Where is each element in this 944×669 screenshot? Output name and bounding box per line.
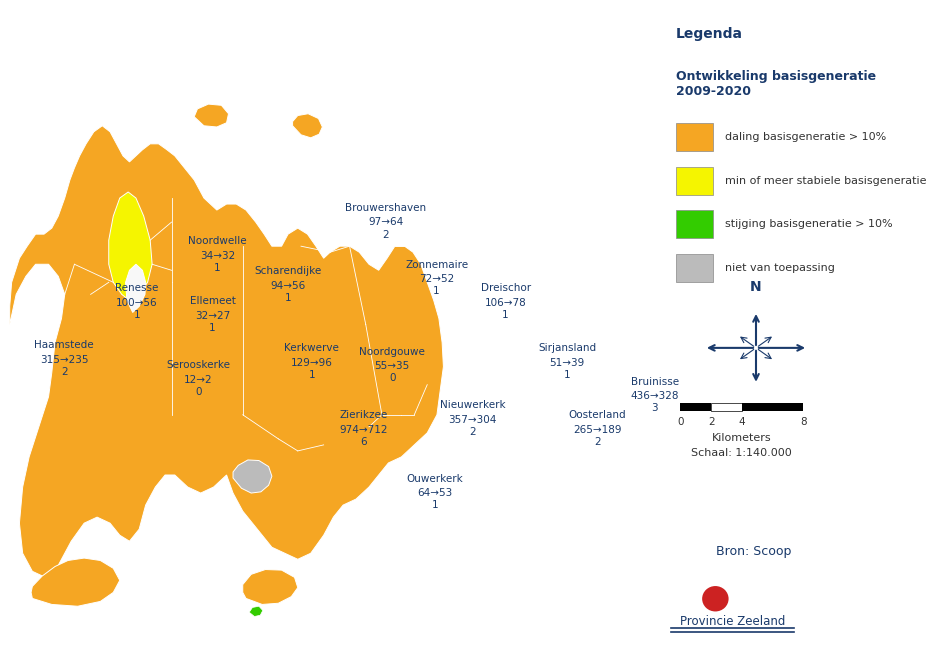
Text: 2: 2 <box>593 437 600 447</box>
Text: min of meer stabiele basisgeneratie: min of meer stabiele basisgeneratie <box>724 176 925 185</box>
Text: Nieuwerkerk: Nieuwerkerk <box>439 400 505 410</box>
Bar <box>675 210 713 238</box>
Ellipse shape <box>701 586 728 611</box>
Text: 1: 1 <box>133 310 141 320</box>
Text: 1: 1 <box>432 286 440 296</box>
Polygon shape <box>109 192 152 300</box>
Text: 0: 0 <box>677 417 683 427</box>
Text: Schaal: 1:140.000: Schaal: 1:140.000 <box>691 448 791 458</box>
Text: 974→712: 974→712 <box>339 425 388 435</box>
Polygon shape <box>233 460 272 493</box>
Text: Brouwershaven: Brouwershaven <box>345 203 426 213</box>
Text: 1: 1 <box>209 323 216 333</box>
Text: Sirjansland: Sirjansland <box>537 343 596 353</box>
Text: 2: 2 <box>60 367 68 377</box>
Text: 1: 1 <box>563 370 570 380</box>
Text: N: N <box>750 280 761 294</box>
Bar <box>675 254 713 282</box>
Text: 12→2: 12→2 <box>184 375 212 385</box>
Text: Provincie Zeeland: Provincie Zeeland <box>679 615 784 628</box>
Text: Zonnemaire: Zonnemaire <box>405 260 467 270</box>
Text: 129→96: 129→96 <box>291 358 332 368</box>
Text: 97→64: 97→64 <box>367 217 403 227</box>
Text: 32→27: 32→27 <box>194 311 230 321</box>
Text: Noordgouwe: Noordgouwe <box>359 347 425 357</box>
Text: 436→328: 436→328 <box>630 391 679 401</box>
Text: Zierikzee: Zierikzee <box>339 410 388 420</box>
Bar <box>710 403 741 411</box>
Bar <box>741 403 802 411</box>
Text: Bron: Scoop: Bron: Scoop <box>716 545 791 559</box>
Polygon shape <box>243 569 297 605</box>
Bar <box>680 403 710 411</box>
Text: 4: 4 <box>737 417 745 427</box>
Text: 1: 1 <box>430 500 438 510</box>
Text: Haamstede: Haamstede <box>34 340 94 350</box>
Text: 0: 0 <box>389 373 395 383</box>
Text: 315→235: 315→235 <box>40 355 89 365</box>
Text: 55→35: 55→35 <box>374 361 410 371</box>
Text: Renesse: Renesse <box>115 283 159 293</box>
Bar <box>675 123 713 151</box>
Text: Ontwikkeling basisgeneratie
2009-2020: Ontwikkeling basisgeneratie 2009-2020 <box>675 70 875 98</box>
Polygon shape <box>126 264 145 312</box>
Text: 2: 2 <box>707 417 714 427</box>
Text: 100→56: 100→56 <box>116 298 158 308</box>
Text: 64→53: 64→53 <box>416 488 452 498</box>
Polygon shape <box>194 104 228 127</box>
Text: 2: 2 <box>468 427 476 437</box>
Text: 1: 1 <box>213 263 221 273</box>
Text: 3: 3 <box>650 403 658 413</box>
Text: 34→32: 34→32 <box>199 251 235 261</box>
Polygon shape <box>293 114 322 138</box>
Text: 1: 1 <box>501 310 509 320</box>
Text: 1: 1 <box>284 293 292 303</box>
Text: 72→52: 72→52 <box>418 274 454 284</box>
Polygon shape <box>249 606 262 617</box>
Polygon shape <box>31 558 120 606</box>
Text: niet van toepassing: niet van toepassing <box>724 263 834 272</box>
Text: 2: 2 <box>381 229 389 240</box>
Text: 0: 0 <box>195 387 201 397</box>
Text: 265→189: 265→189 <box>572 425 621 435</box>
Text: 51→39: 51→39 <box>548 358 584 368</box>
Text: Ouwerkerk: Ouwerkerk <box>406 474 463 484</box>
Text: Kilometers: Kilometers <box>711 433 771 443</box>
Text: 8: 8 <box>799 417 806 427</box>
Text: 1: 1 <box>308 370 315 380</box>
Polygon shape <box>9 126 443 577</box>
Text: Ellemeet: Ellemeet <box>190 296 235 306</box>
Text: Legenda: Legenda <box>675 27 742 41</box>
Bar <box>675 167 713 195</box>
Text: stijging basisgeneratie > 10%: stijging basisgeneratie > 10% <box>724 219 891 229</box>
Text: Kerkwerve: Kerkwerve <box>284 343 339 353</box>
Text: Scharendijke: Scharendijke <box>254 266 322 276</box>
Text: Oosterland: Oosterland <box>568 410 625 420</box>
Text: daling basisgeneratie > 10%: daling basisgeneratie > 10% <box>724 132 885 142</box>
Text: Bruinisse: Bruinisse <box>631 377 678 387</box>
Text: Dreischor: Dreischor <box>480 283 531 293</box>
Text: Noordwelle: Noordwelle <box>188 236 246 246</box>
Text: 106→78: 106→78 <box>484 298 526 308</box>
Text: 94→56: 94→56 <box>270 281 306 291</box>
Text: 357→304: 357→304 <box>447 415 497 425</box>
Text: 6: 6 <box>360 437 367 447</box>
Text: Serooskerke: Serooskerke <box>166 360 230 370</box>
